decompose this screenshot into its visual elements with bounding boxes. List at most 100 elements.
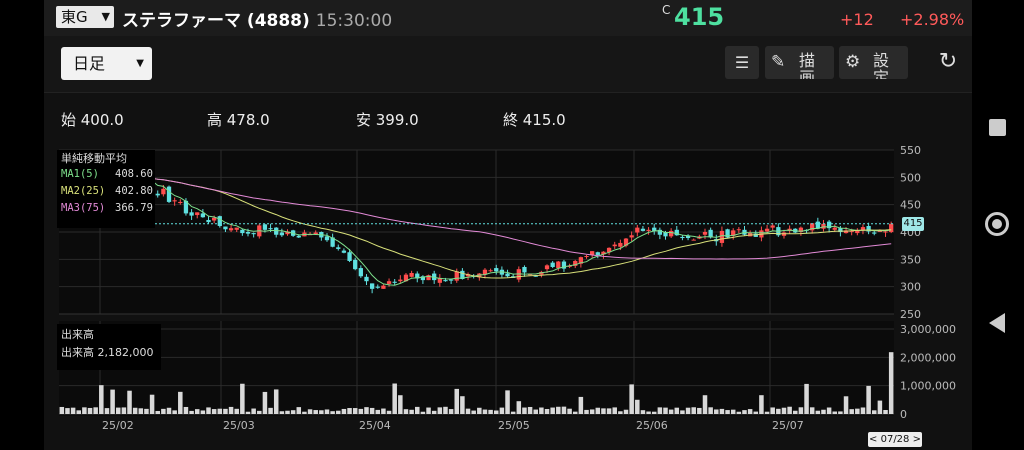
period-select[interactable]: 日足 ▼ [61,47,152,80]
gear-icon: ⚙ [845,52,861,72]
volume-bar [454,388,460,414]
candle-body [166,186,172,202]
candle-body [155,193,160,196]
pencil-icon: ✎ [771,52,786,72]
stock-chart[interactable]: 5505004504003503002503,000,0002,000,0001… [44,0,972,450]
volume-bar [764,411,770,414]
current-price: 415 [674,3,725,31]
candle-body [849,230,854,232]
ma3-row: MA3(75) 366.79 [61,202,153,214]
volume-bar [76,410,82,414]
price-tick-label: 250 [900,308,921,321]
settings-button[interactable]: ⚙ 設定 [839,46,908,79]
last-price-tag: 415 [902,217,924,231]
volume-legend: 出来高 出来高 2,182,000 [57,324,161,370]
candle-body [488,270,493,272]
candle-body [883,231,888,233]
candle-body [482,269,488,275]
volume-bar [465,408,471,414]
volume-bar [888,352,894,414]
candle-body [448,279,454,281]
candle-body [245,232,251,234]
date-tick-label: 25/05 [498,419,530,432]
candle-body [460,270,465,280]
candle-body [860,227,866,231]
draw-button[interactable]: ✎ 描画 [765,46,834,79]
volume-bar [629,384,634,414]
candle-body [415,273,420,279]
volume-bar [431,410,437,414]
volume-bar [759,395,764,414]
volume-bar [273,389,279,414]
candle-body [889,223,894,232]
date-cursor-badge[interactable]: < 07/28 > [868,432,922,447]
refresh-button[interactable]: ↻ [934,48,962,76]
volume-label: 出来高 [61,346,94,359]
market-label: 東G [61,8,88,26]
close-value: 終 415.0 [503,111,566,129]
candle-body [618,242,623,247]
candle-body [178,201,183,204]
volume-bar [798,407,804,414]
candle-body [725,229,730,238]
volume-bar [87,407,93,414]
candle-body [347,252,352,261]
volume-bar [567,408,572,414]
volume-bar [268,407,273,414]
volume-bar [347,408,352,414]
volume-bar [115,407,121,414]
candle-body [381,285,386,289]
volume-bar [572,411,578,414]
volume-bar [110,389,115,414]
candle-body [403,274,409,282]
volume-bar [403,409,409,414]
candle-body [217,216,222,226]
candle-body [764,228,770,232]
candle-body [386,281,392,284]
volume-bar [285,410,290,414]
volume-bar [104,408,110,414]
volume-bar [364,407,369,414]
volume-legend-row: 出来高 2,182,000 [61,344,153,360]
stock-title: ステラファーマ (4888) 15:30:00 [122,6,392,31]
volume-bar [392,383,397,414]
date-tick-label: 25/07 [772,419,804,432]
ma3-line [61,176,892,260]
candle-body [832,227,837,230]
volume-bar [296,407,302,414]
back-icon[interactable] [989,313,1005,333]
indicator-button[interactable]: ☰ [725,46,759,79]
volume-bar [719,408,725,414]
recent-apps-icon[interactable] [989,119,1006,136]
volume-bar [290,410,296,414]
volume-bar [871,410,877,414]
candle-body [172,200,177,202]
candle-body [606,247,612,253]
volume-bar [352,408,358,414]
candle-body [866,225,871,232]
candle-body [161,188,166,195]
candle-body [443,280,448,282]
caret-down-icon: ▼ [101,10,110,23]
candle-body [262,224,268,230]
candle-body [353,259,358,270]
candle-body [437,277,442,283]
volume-bar [194,409,200,414]
candle-body [640,228,646,231]
candle-body [375,286,380,288]
candle-body [691,239,696,241]
volume-bar [183,406,189,414]
ma1-value: 408.60 [115,168,153,180]
volume-bar [336,410,341,414]
market-select[interactable]: 東G ▼ [56,6,114,28]
volume-bar [770,407,775,414]
volume-bar [99,385,104,414]
volume-bar [793,410,798,414]
candle-body [324,236,330,241]
volume-bar [161,408,166,414]
volume-bar [747,409,753,414]
home-icon[interactable] [985,212,1009,236]
volume-bar [702,395,708,414]
candle-body [855,230,860,234]
candle-body [747,232,753,237]
